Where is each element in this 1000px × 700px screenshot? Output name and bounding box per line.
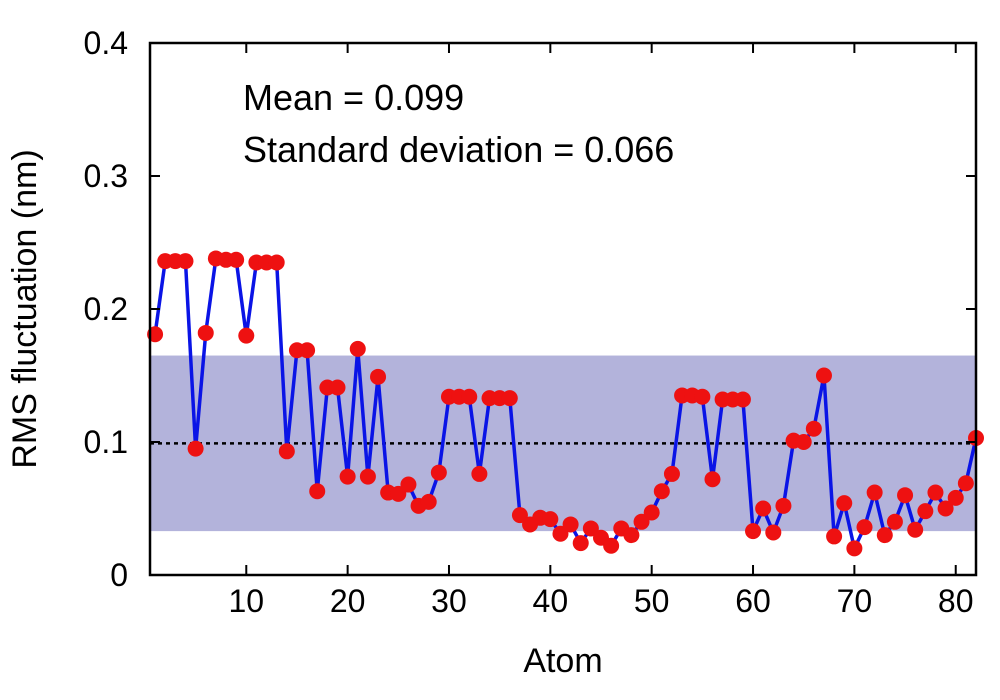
data-point — [177, 253, 194, 270]
y-tick-label: 0 — [110, 557, 128, 593]
data-point — [694, 388, 711, 405]
data-point — [511, 507, 528, 524]
data-point — [907, 521, 924, 538]
x-axis-title: Atom — [523, 642, 602, 680]
data-point — [299, 342, 316, 359]
data-point — [623, 527, 640, 544]
x-tick-label: 20 — [330, 583, 366, 619]
data-point — [329, 379, 346, 396]
data-point — [370, 368, 387, 385]
data-point — [704, 471, 721, 488]
data-point — [775, 497, 792, 514]
data-point — [461, 388, 478, 405]
data-point — [501, 390, 518, 407]
data-point — [755, 500, 772, 517]
data-point — [927, 484, 944, 501]
mean-annotation: Mean = 0.099 — [243, 77, 464, 118]
std-annotation: Standard deviation = 0.066 — [243, 129, 674, 170]
x-tick-label: 80 — [938, 583, 974, 619]
data-point — [562, 516, 579, 533]
data-point — [795, 434, 812, 450]
data-point — [430, 464, 447, 481]
x-tick-label: 30 — [431, 583, 467, 619]
y-axis-title: RMS fluctuation (nm) — [6, 149, 44, 468]
data-point — [552, 525, 569, 542]
data-point — [876, 527, 893, 544]
data-point — [643, 504, 660, 521]
data-point — [268, 254, 285, 271]
data-point — [582, 520, 599, 537]
data-point — [745, 523, 762, 540]
data-point — [278, 443, 295, 460]
data-point — [309, 483, 326, 500]
data-point — [947, 489, 964, 506]
data-point — [359, 468, 376, 485]
x-tick-label: 10 — [228, 583, 264, 619]
data-point — [572, 535, 589, 552]
data-point — [187, 440, 204, 457]
data-point — [603, 537, 620, 554]
y-tick-label: 0.4 — [84, 25, 128, 61]
data-point — [228, 251, 245, 268]
data-point — [734, 391, 751, 408]
data-point — [866, 484, 883, 501]
data-point — [420, 493, 437, 510]
data-point — [471, 465, 488, 482]
data-point — [238, 327, 255, 344]
data-point — [349, 340, 366, 357]
data-point — [390, 485, 407, 502]
y-tick-label: 0.2 — [84, 291, 128, 327]
data-point — [663, 465, 680, 482]
x-tick-label: 50 — [634, 583, 670, 619]
y-tick-label: 0.1 — [84, 424, 128, 460]
data-point — [653, 483, 670, 500]
data-point — [856, 519, 873, 536]
x-tick-label: 40 — [533, 583, 569, 619]
data-point — [937, 500, 954, 517]
data-point — [826, 528, 843, 545]
data-point — [805, 420, 822, 437]
data-point — [815, 367, 832, 384]
data-point — [542, 511, 559, 528]
data-point — [836, 495, 853, 512]
data-point — [197, 324, 214, 341]
data-point — [886, 513, 903, 530]
data-point — [765, 524, 782, 541]
x-tick-label: 70 — [837, 583, 873, 619]
data-point — [957, 475, 974, 492]
data-point — [400, 476, 417, 493]
data-point — [897, 487, 914, 504]
data-point — [633, 513, 650, 530]
y-tick-label: 0.3 — [84, 158, 128, 194]
x-tick-label: 60 — [735, 583, 771, 619]
data-point — [339, 468, 356, 485]
data-point — [917, 503, 934, 520]
data-point — [846, 540, 863, 557]
